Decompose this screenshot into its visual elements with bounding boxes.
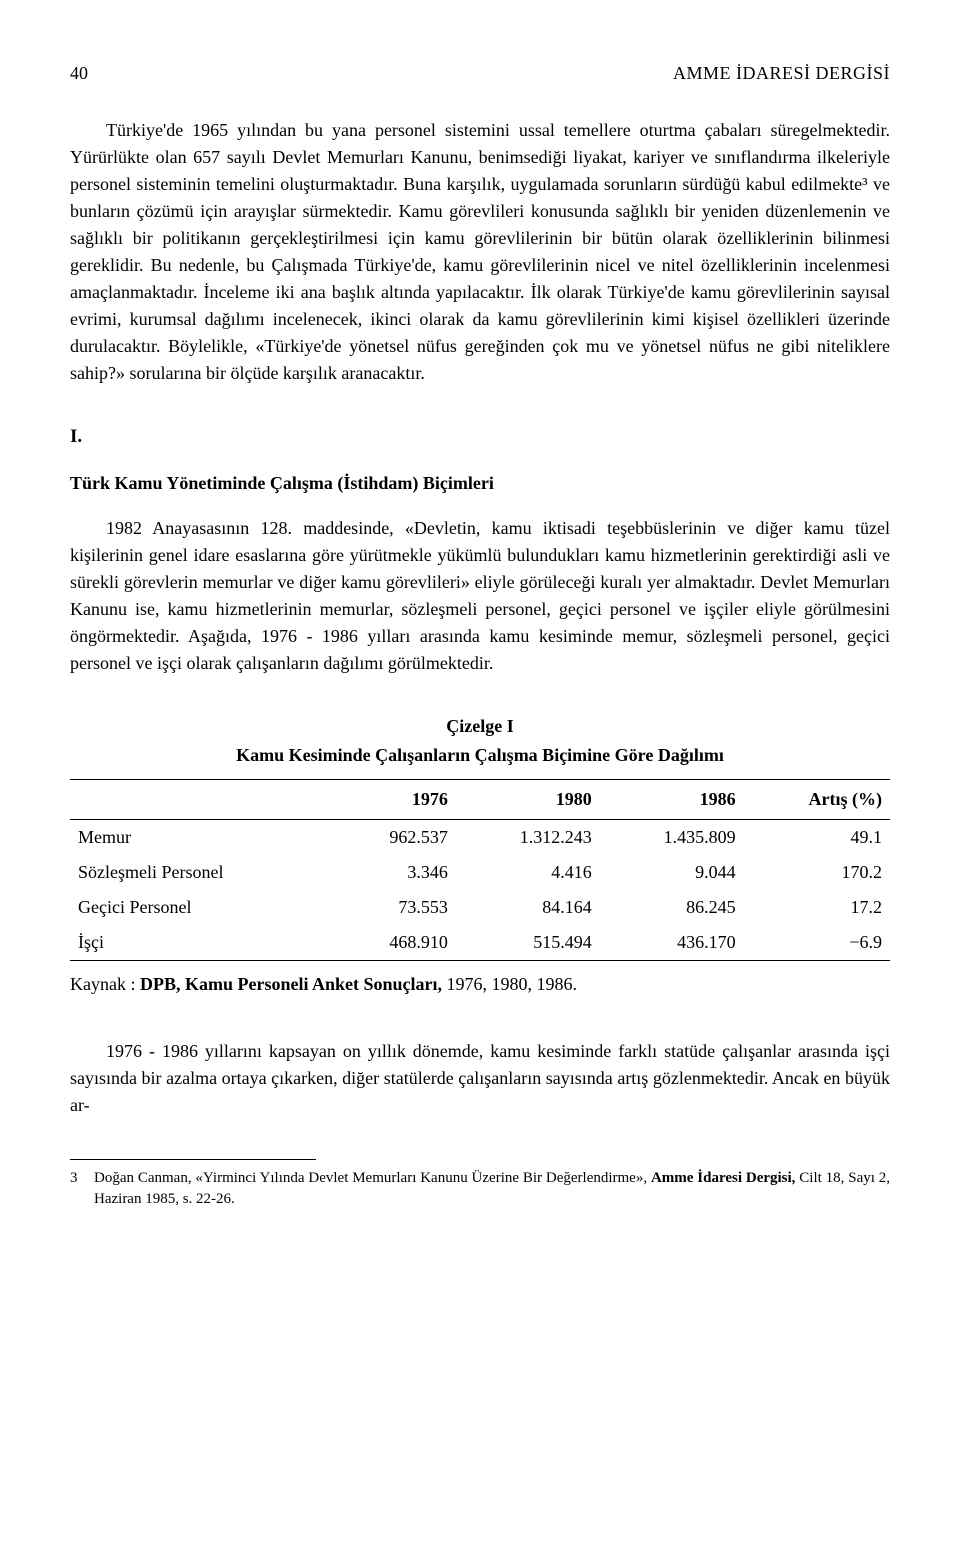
table-row: Geçici Personel 73.553 84.164 86.245 17.… [70,890,890,925]
footnote-plain: Doğan Canman, «Yirminci Yılında Devlet M… [94,1170,651,1186]
source-tail: 1976, 1980, 1986. [442,974,577,994]
footnote-text: Doğan Canman, «Yirminci Yılında Devlet M… [94,1168,890,1210]
table-cell: 170.2 [744,855,890,890]
table-cell: 17.2 [744,890,890,925]
table-header-row: 1976 1980 1986 Artış (%) [70,779,890,819]
table-header-cell: Artış (%) [744,779,890,819]
journal-title: AMME İDARESİ DERGİSİ [673,60,890,87]
table-cell: 515.494 [456,925,600,961]
table-cell: Sözleşmeli Personel [70,855,334,890]
table-row: Sözleşmeli Personel 3.346 4.416 9.044 17… [70,855,890,890]
table-row: İşçi 468.910 515.494 436.170 −6.9 [70,925,890,961]
table-cell: 86.245 [600,890,744,925]
table-cell: 468.910 [334,925,456,961]
table-cell: 84.164 [456,890,600,925]
footnote-journal: Amme İdaresi Dergisi, [651,1170,795,1186]
source-label: Kaynak : [70,974,140,994]
table-header-cell: 1976 [334,779,456,819]
table-cell: 3.346 [334,855,456,890]
table-cell: −6.9 [744,925,890,961]
table-cell: 1.435.809 [600,819,744,855]
table-cell: 1.312.243 [456,819,600,855]
closing-paragraph: 1976 - 1986 yıllarını kapsayan on yıllık… [70,1038,890,1119]
table-cell: 9.044 [600,855,744,890]
table-header-cell [70,779,334,819]
table-cell: 962.537 [334,819,456,855]
footnote-rule [70,1159,316,1160]
source-strong: DPB, Kamu Personeli Anket Sonuçları, [140,974,442,994]
section-paragraph: 1982 Anayasasının 128. maddesinde, «Devl… [70,515,890,677]
table-row: Memur 962.537 1.312.243 1.435.809 49.1 [70,819,890,855]
table-cell: 73.553 [334,890,456,925]
table-cell: Geçici Personel [70,890,334,925]
section-number: I. [70,423,890,452]
table-header-cell: 1986 [600,779,744,819]
table-cell: 49.1 [744,819,890,855]
page-number: 40 [70,60,88,87]
footnote-number: 3 [70,1168,94,1210]
intro-paragraph: Türkiye'de 1965 yılından bu yana persone… [70,117,890,387]
data-table: 1976 1980 1986 Artış (%) Memur 962.537 1… [70,779,890,961]
table-cell: 4.416 [456,855,600,890]
footnote: 3 Doğan Canman, «Yirminci Yılında Devlet… [70,1168,890,1210]
table-header-cell: 1980 [456,779,600,819]
table-cell: İşçi [70,925,334,961]
section-subhead: Türk Kamu Yönetiminde Çalışma (İstihdam)… [70,470,890,497]
table-caption: Çizelge I [70,713,890,740]
table-subtitle: Kamu Kesiminde Çalışanların Çalışma Biçi… [70,742,890,769]
table-cell: 436.170 [600,925,744,961]
table-source: Kaynak : DPB, Kamu Personeli Anket Sonuç… [70,967,890,998]
table-cell: Memur [70,819,334,855]
page-header: 40 AMME İDARESİ DERGİSİ [70,60,890,87]
